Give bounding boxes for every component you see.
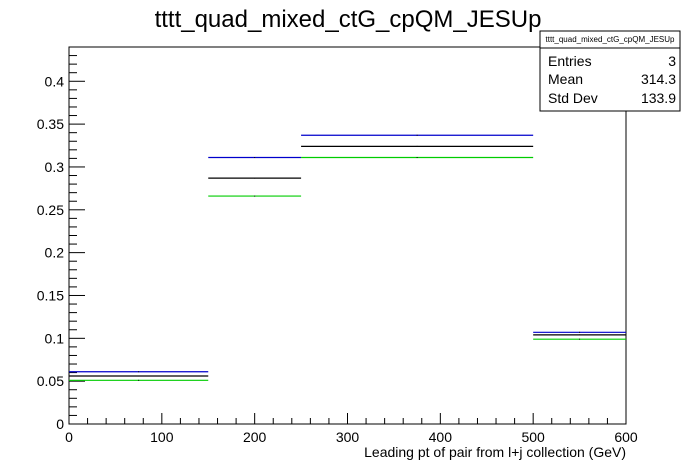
y-tick-label: 0.25 (37, 202, 64, 218)
stats-stddev-value: 133.9 (641, 90, 676, 106)
x-tick-label: 500 (521, 429, 545, 445)
y-tick-label: 0.35 (37, 116, 64, 132)
histogram-series (69, 134, 626, 381)
y-tick-label: 0 (56, 416, 64, 432)
stats-mean-value: 314.3 (641, 71, 676, 87)
y-tick-label: 0.15 (37, 287, 64, 303)
y-tick-label: 0.3 (45, 159, 65, 175)
stats-box-frame (539, 30, 681, 112)
stats-mean-label: Mean (548, 71, 583, 87)
stats-entries-value: 3 (668, 53, 676, 69)
y-tick-label: 0.1 (45, 330, 65, 346)
x-tick-label: 400 (429, 429, 453, 445)
stats-entries-label: Entries (548, 53, 592, 69)
stats-box-title: tttt_quad_mixed_ctG_cpQM_JESUp (546, 35, 676, 44)
y-tick-label: 0.4 (45, 73, 65, 89)
chart-title: tttt_quad_mixed_ctG_cpQM_JESUp (155, 6, 542, 33)
x-tick-label: 600 (614, 429, 638, 445)
x-tick-label: 100 (150, 429, 174, 445)
y-tick-label: 0.2 (45, 245, 65, 261)
x-axis-label: Leading pt of pair from l+j collection (… (364, 444, 626, 460)
axis-ticks: 0 100 200 300 400 500 600 0 0.05 0.1 0.15 0.2 0.25 0.… (37, 46, 638, 445)
x-tick-label: 200 (243, 429, 267, 445)
stats-box: tttt_quad_mixed_ctG_cpQM_JESUp Entries 3… (539, 30, 681, 112)
stats-stddev-label: Std Dev (548, 90, 598, 106)
y-tick-label: 0.05 (37, 373, 64, 389)
x-tick-label: 0 (65, 429, 73, 445)
x-tick-label: 300 (336, 429, 360, 445)
